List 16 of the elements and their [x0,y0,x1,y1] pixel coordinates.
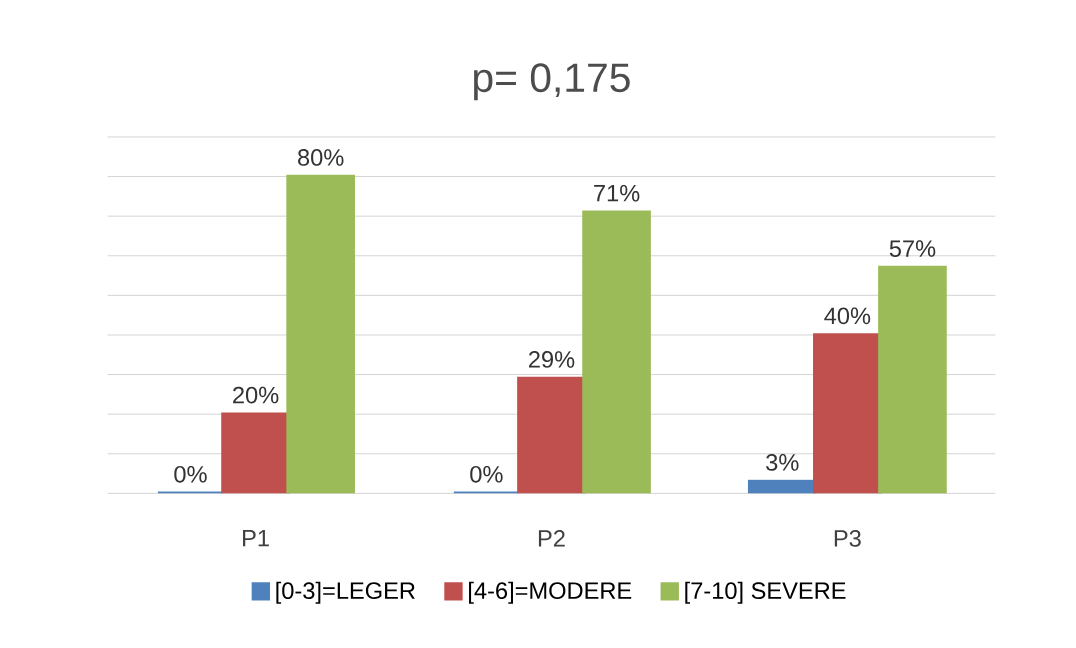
data-label: 80% [298,149,344,166]
x-tick-label: P3 [834,530,861,547]
legend-label: [4-6]=MODERE [469,581,632,604]
data-label: 3% [766,454,799,471]
data-label: 29% [528,351,575,368]
x-tick-label: P2 [538,530,565,547]
chart-title: p= 0,175 [474,63,630,101]
legend-label: [7-10] SEVERE [685,581,846,604]
legend-label: [0-3]=LEGER [276,581,415,604]
x-tick-label: P1 [243,530,269,547]
data-label: 0% [470,465,503,483]
data-label: 0% [174,465,207,483]
data-label: 57% [889,240,936,257]
data-label: 40% [824,307,871,325]
data-label: 20% [233,386,279,404]
data-label: 71% [594,184,640,202]
